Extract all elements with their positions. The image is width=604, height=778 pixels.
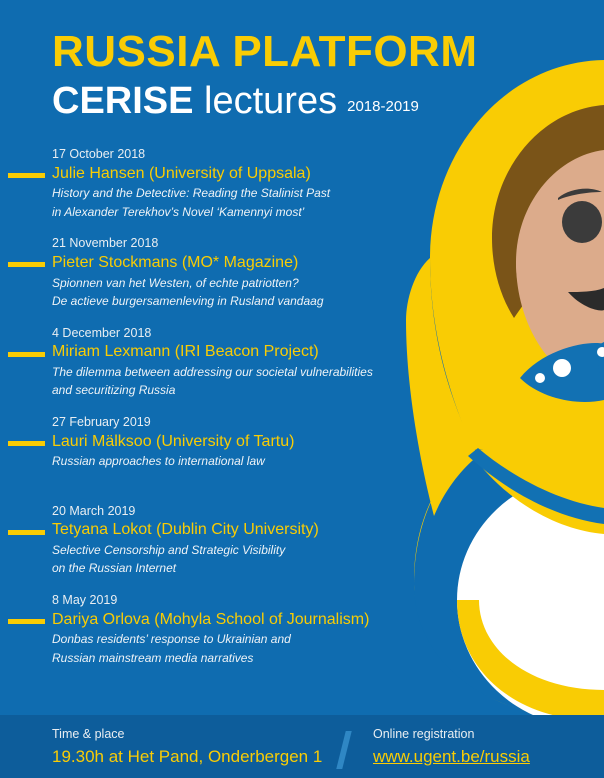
- petal-shape-1: [520, 343, 604, 402]
- lecture-topic-line1: Russian approaches to international law: [52, 454, 265, 469]
- subtitle-row: CERISE lectures 2018-2019: [52, 82, 477, 120]
- lecture-topic-line1: Spionnen van het Westen, of echte patrio…: [52, 275, 299, 290]
- bullet-dash-icon: [8, 173, 45, 178]
- bullet-dash-icon: [8, 618, 45, 624]
- smile-shape: [568, 288, 604, 311]
- bullet-dash-icon: [8, 262, 45, 268]
- lecture-speaker: Dariya Orlova (Mohyla School of Journali…: [52, 610, 370, 628]
- list-item: 27 February 2019 Lauri Mälksoo (Universi…: [0, 414, 420, 489]
- lecture-date: 17 October 2018: [52, 147, 146, 161]
- registration-block: Online registration www.ugent.be/russia: [373, 726, 530, 768]
- dress-shape: [414, 440, 604, 720]
- lecture-topic-line2: De actieve burgersamenleving in Rusland …: [52, 294, 324, 309]
- divider-slash-icon: [336, 731, 352, 769]
- lecture-date: 21 November 2018: [52, 236, 159, 251]
- petal-dot-1: [553, 359, 571, 377]
- lecture-date: 27 February 2019: [52, 414, 151, 429]
- subtitle-bold-part: CERISE: [52, 80, 194, 122]
- lecture-topic-line1: Selective Censorship and Strategic Visib…: [52, 543, 286, 558]
- list-item: 4 December 2018 Miriam Lexmann (IRI Beac…: [0, 325, 420, 400]
- lecture-speaker: Tetyana Lokot (Dublin City University): [52, 521, 319, 539]
- registration-url-link[interactable]: www.ugent.be/russia: [373, 746, 530, 766]
- face-shape: [516, 150, 604, 378]
- lecture-date: 20 March 2019: [52, 503, 136, 518]
- list-item: 21 November 2018 Pieter Stockmans (MO* M…: [0, 235, 420, 310]
- scarf-trim-stripe: [468, 448, 604, 524]
- petal-dot-2: [535, 373, 545, 383]
- hair-shape: [492, 105, 604, 318]
- lecture-topic-line1: The dilemma between addressing our socie…: [52, 364, 373, 379]
- lecture-speaker: Pieter Stockmans (MO* Magazine): [52, 254, 299, 272]
- registration-label: Online registration: [373, 727, 475, 741]
- bullet-dash-icon: [8, 351, 45, 357]
- petal-dot-3: [597, 347, 604, 357]
- academic-years-label: 2018-2019: [347, 98, 419, 115]
- lecture-topic-line1: Donbas residents’ response to Ukrainian …: [52, 632, 291, 647]
- eyebrow-shape: [558, 188, 602, 200]
- lecture-topic-line1: History and the Detective: Reading the S…: [52, 186, 331, 201]
- lecture-topic-line2: Russian mainstream media narratives: [52, 650, 254, 665]
- chin-shape: [516, 262, 604, 390]
- lecture-date: 4 December 2018: [52, 325, 152, 340]
- page-subtitle: CERISE lectures: [52, 82, 337, 120]
- time-place-value: 19.30h at Het Pand, Onderbergen 1: [52, 746, 323, 766]
- apron-rim: [457, 600, 604, 720]
- lecture-speaker: Miriam Lexmann (IRI Beacon Project): [52, 343, 319, 361]
- lecture-topic-line2: on the Russian Internet: [52, 561, 177, 576]
- subtitle-rest-part: lectures: [193, 80, 338, 122]
- bullet-dash-icon: [8, 529, 45, 535]
- lecture-speaker: Lauri Mälksoo (University of Tartu): [52, 432, 295, 450]
- poster-footer: Time & place 19.30h at Het Pand, Onderbe…: [0, 715, 604, 778]
- lecture-list: 17 October 2018 Julie Hansen (University…: [0, 146, 420, 681]
- lecture-speaker: Julie Hansen (University of Uppsala): [52, 164, 311, 182]
- list-item: 8 May 2019 Dariya Orlova (Mohyla School …: [0, 592, 420, 667]
- lecture-topic-line2: and securitizing Russia: [52, 383, 176, 398]
- petal-shape-2: [598, 342, 604, 392]
- list-item: 20 March 2019 Tetyana Lokot (Dublin City…: [0, 503, 420, 578]
- scarf-drape-front: [470, 424, 604, 534]
- page-title: RUSSIA PLATFORM: [52, 27, 478, 76]
- apron-shape: [457, 472, 604, 720]
- time-place-block: Time & place 19.30h at Het Pand, Onderbe…: [52, 726, 322, 768]
- lecture-topic-line2: [52, 472, 420, 489]
- lecture-topic-line2: in Alexander Terekhov’s Novel ‘Kamennyi …: [52, 204, 305, 219]
- list-item: 17 October 2018 Julie Hansen (University…: [0, 146, 420, 221]
- lecture-date: 8 May 2019: [52, 592, 118, 607]
- poster-header: RUSSIA PLATFORM CERISE lectures 2018-201…: [52, 27, 478, 121]
- scarf-shape: [414, 60, 604, 720]
- time-place-label: Time & place: [52, 727, 125, 741]
- bullet-dash-icon: [8, 440, 45, 446]
- eye-shape: [562, 201, 602, 243]
